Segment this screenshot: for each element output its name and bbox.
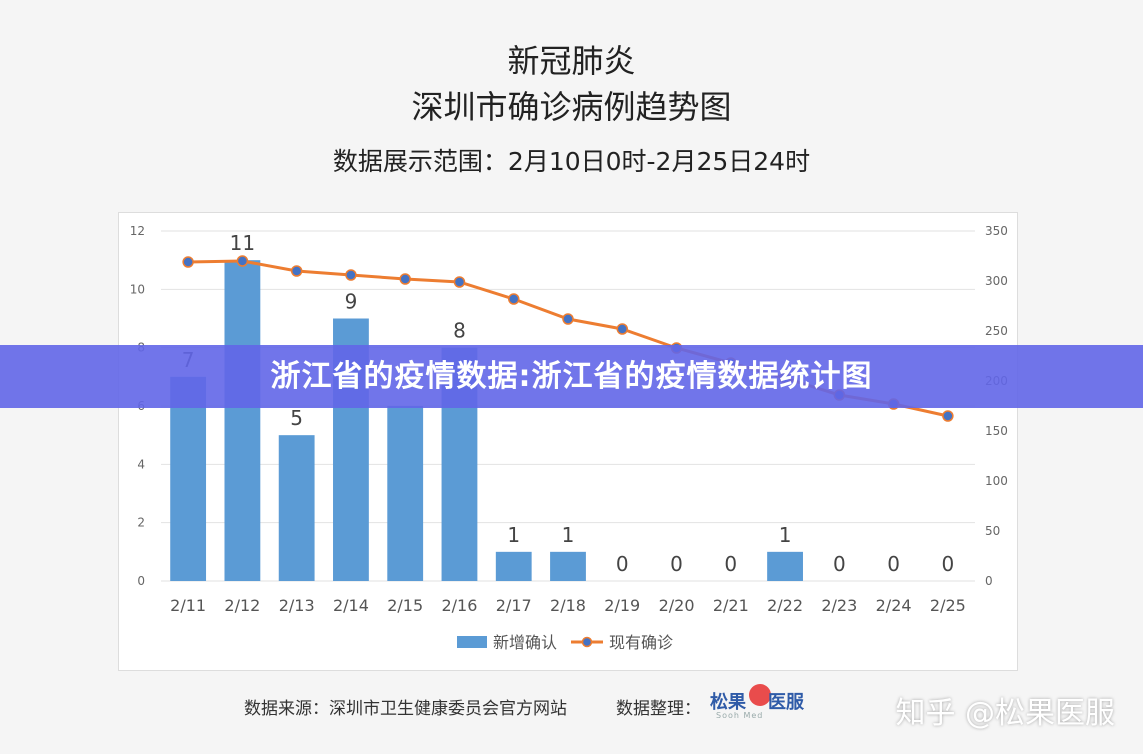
bar bbox=[387, 406, 424, 581]
overlay-banner-text: 浙江省的疫情数据:浙江省的疫情数据统计图 bbox=[270, 359, 873, 394]
logo-text-right: 医服 bbox=[768, 692, 804, 713]
bar-data-label: 8 bbox=[453, 319, 466, 343]
bar-data-label: 9 bbox=[345, 290, 358, 314]
y-left-tick-label: 10 bbox=[130, 282, 145, 296]
y-left-tick-label: 2 bbox=[137, 516, 145, 530]
legend-line-marker bbox=[581, 636, 593, 648]
x-tick-label: 2/20 bbox=[659, 596, 695, 615]
x-tick-label: 2/24 bbox=[876, 596, 912, 615]
legend-bar-label: 新增确认 bbox=[493, 633, 557, 652]
y-right-tick-label: 50 bbox=[985, 524, 1000, 538]
bar-data-label: 0 bbox=[724, 552, 737, 576]
bar-data-label: 0 bbox=[833, 552, 846, 576]
logo-text: 松果 医服 bbox=[710, 688, 804, 714]
line-point bbox=[236, 255, 249, 267]
chart-title-line2: 深圳市确诊病例趋势图 bbox=[411, 88, 732, 126]
line-point bbox=[562, 313, 574, 325]
data-range-subtitle: 数据展示范围：2月10日0时-2月25日24时 bbox=[332, 147, 811, 176]
bar bbox=[550, 551, 586, 581]
legend-line-label: 现有确诊 bbox=[609, 633, 673, 652]
line-point bbox=[399, 273, 411, 285]
chart-title-line1: 新冠肺炎 bbox=[507, 42, 636, 80]
chart-panel: 0246810120501001502002503003502/112/122/… bbox=[118, 212, 1018, 671]
zhihu-watermark: 知乎 @松果医服 bbox=[895, 696, 1115, 731]
y-right-tick-label: 150 bbox=[985, 424, 1008, 438]
line-point bbox=[942, 410, 954, 422]
bar-data-label: 5 bbox=[290, 406, 303, 430]
x-tick-label: 2/21 bbox=[713, 596, 749, 615]
bar bbox=[278, 435, 315, 581]
line-point bbox=[182, 256, 194, 268]
organizer-label: 数据整理： bbox=[616, 699, 701, 719]
line-point bbox=[507, 293, 520, 305]
bar-data-label: 1 bbox=[562, 523, 575, 547]
x-tick-label: 2/22 bbox=[767, 596, 803, 615]
line-point bbox=[453, 276, 466, 288]
y-right-tick-label: 100 bbox=[985, 474, 1008, 488]
y-right-tick-label: 350 bbox=[985, 224, 1008, 238]
x-tick-label: 2/23 bbox=[821, 596, 857, 615]
y-left-tick-label: 12 bbox=[130, 224, 145, 238]
x-tick-label: 2/18 bbox=[550, 596, 586, 615]
x-tick-label: 2/14 bbox=[333, 596, 369, 615]
logo-badge-icon bbox=[749, 684, 771, 706]
x-tick-label: 2/19 bbox=[604, 596, 640, 615]
y-right-tick-label: 300 bbox=[985, 274, 1008, 288]
y-left-tick-label: 4 bbox=[137, 457, 145, 471]
x-tick-label: 2/16 bbox=[441, 596, 477, 615]
line-point bbox=[616, 323, 629, 335]
bar-data-label: 0 bbox=[670, 552, 683, 576]
overlay-banner bbox=[0, 345, 1143, 408]
x-tick-label: 2/25 bbox=[930, 596, 966, 615]
bar bbox=[170, 376, 207, 581]
bar bbox=[224, 260, 261, 581]
data-source-text: 数据来源：深圳市卫生健康委员会官方网站 bbox=[244, 699, 567, 719]
y-left-tick-label: 0 bbox=[137, 574, 145, 588]
y-right-tick-label: 250 bbox=[985, 324, 1008, 338]
x-tick-label: 2/11 bbox=[170, 596, 206, 615]
bar-data-label: 0 bbox=[616, 552, 629, 576]
bar-data-label: 1 bbox=[507, 523, 520, 547]
chart-svg: 0246810120501001502002503003502/112/122/… bbox=[130, 224, 1008, 652]
bar-data-label: 11 bbox=[230, 231, 255, 255]
y-right-tick-label: 0 bbox=[985, 574, 993, 588]
x-tick-label: 2/17 bbox=[496, 596, 532, 615]
bar bbox=[767, 551, 803, 581]
songguo-logo: 松果 医服 Sooh Med bbox=[710, 684, 810, 724]
logo-text-left: 松果 bbox=[710, 692, 746, 713]
legend-bar-swatch bbox=[457, 636, 487, 648]
x-tick-label: 2/12 bbox=[224, 596, 260, 615]
bar-data-label: 1 bbox=[779, 523, 792, 547]
bar-data-label: 0 bbox=[941, 552, 954, 576]
logo-subtext: Sooh Med bbox=[716, 711, 764, 720]
bar-data-label: 0 bbox=[887, 552, 900, 576]
x-tick-label: 2/13 bbox=[279, 596, 315, 615]
bar bbox=[495, 551, 532, 581]
line-point bbox=[345, 269, 357, 281]
x-tick-label: 2/15 bbox=[387, 596, 423, 615]
line-point bbox=[290, 265, 303, 277]
